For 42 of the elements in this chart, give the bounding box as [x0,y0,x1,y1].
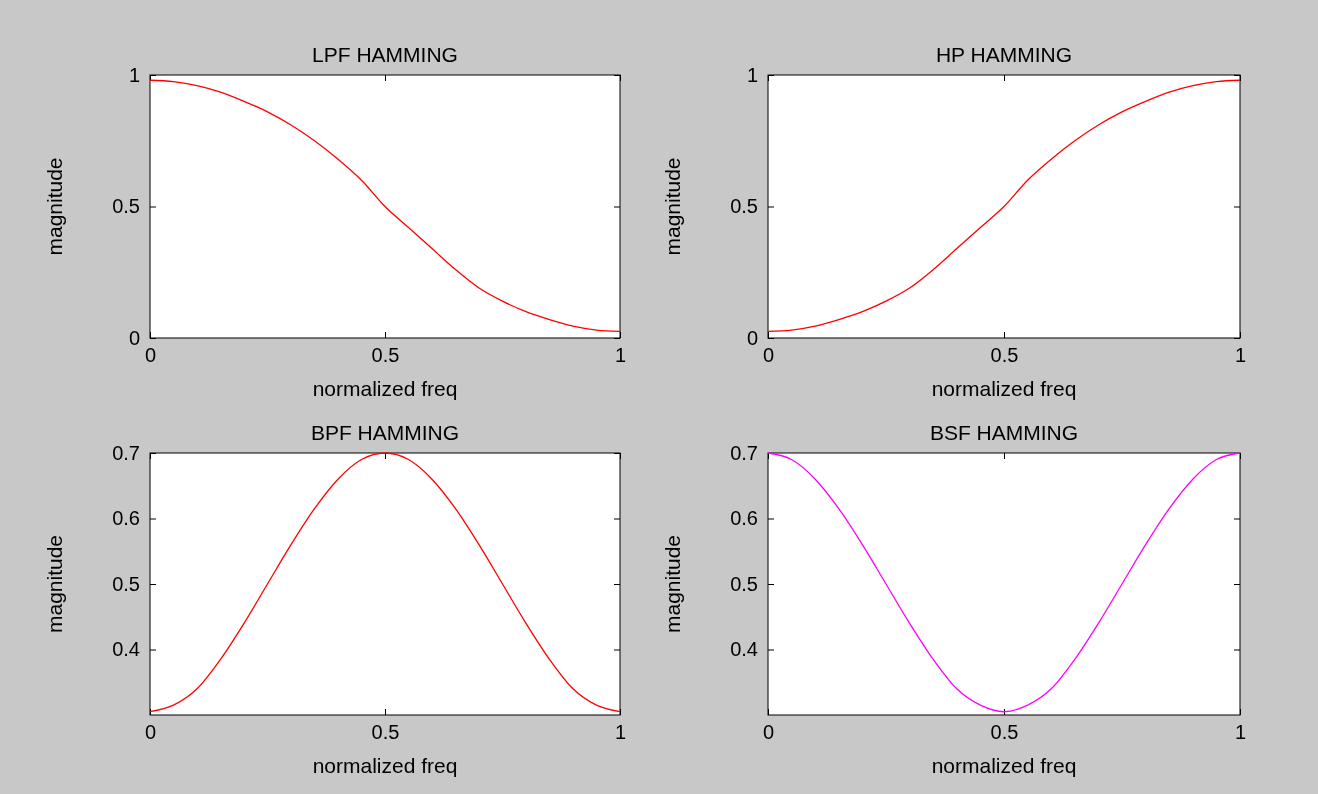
chart-title: LPF HAMMING [312,43,458,66]
y-tick-label: 0.5 [112,195,140,218]
y-tick-label: 0.5 [730,195,758,218]
x-axis-title: normalized freq [312,754,458,777]
y-tick-label: 0.6 [730,507,758,530]
x-axis-title: normalized freq [931,377,1077,400]
x-tick-label: 0 [144,721,157,744]
x-axis-title: normalized freq [312,377,458,400]
y-tick-label: 1 [746,63,758,86]
line-series [149,79,621,333]
x-tick-label: 0 [762,344,775,367]
line-series [767,79,1241,333]
x-tick-label: 1 [614,721,627,744]
y-tick-label: 0.5 [730,572,758,595]
chart-title: BPF HAMMING [310,421,460,444]
y-tick-label: 0.5 [112,572,140,595]
x-tick-label: 1 [1234,721,1247,744]
line-series [767,452,1241,713]
x-tick-label: 0.5 [371,721,400,744]
y-tick-label: 0.7 [730,441,758,464]
x-tick-label: 0.5 [990,721,1019,744]
y-axis-title: magnitude [43,534,66,634]
y-tick-label: 0.6 [112,507,140,530]
y-tick-label: 0.4 [112,638,140,661]
x-axis-title: normalized freq [931,754,1077,777]
x-tick-label: 0.5 [371,344,400,367]
y-axis-title: magnitude [661,157,684,256]
chart-title: BSF HAMMING [929,421,1079,444]
chart-title: HP HAMMING [935,43,1073,66]
y-tick-label: 0 [128,326,140,349]
x-tick-label: 0 [762,721,775,744]
y-tick-label: 0.7 [112,441,140,464]
x-tick-label: 0 [144,344,157,367]
y-tick-label: 0 [746,326,758,349]
line-series [149,452,621,713]
x-tick-label: 0.5 [990,344,1019,367]
x-tick-label: 1 [614,344,627,367]
y-axis-title: magnitude [43,157,66,256]
y-tick-label: 1 [128,63,140,86]
y-tick-label: 0.4 [730,638,758,661]
y-axis-title: magnitude [661,534,684,634]
x-tick-label: 1 [1234,344,1247,367]
